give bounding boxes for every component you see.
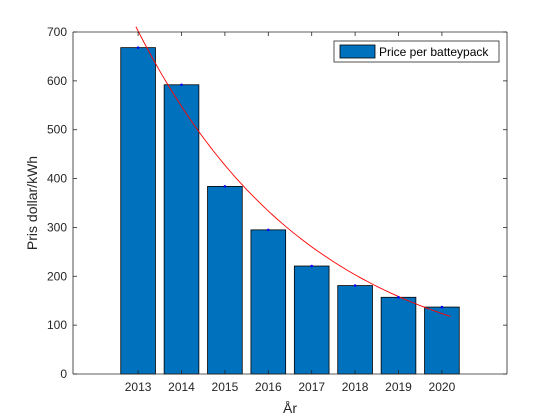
marker-layer: [136, 46, 444, 309]
legend: Price per batteypack: [333, 40, 500, 63]
bar-2015: [207, 185, 243, 375]
bar-2020: [424, 306, 460, 375]
data-marker-2013: [136, 46, 140, 49]
y-tick-label-700: 700: [47, 25, 67, 39]
y-tick-label-600: 600: [47, 74, 67, 88]
data-marker-2014: [180, 83, 183, 87]
bar-2016: [250, 229, 287, 375]
ticks-layer: 0 100 200 300 400 500 600 700 2013 2014 2015 2016 20…: [47, 25, 507, 394]
bar-2018: [337, 285, 373, 375]
x-tick-label-2013: 2013: [125, 380, 152, 394]
y-tick-label-100: 100: [47, 318, 67, 332]
data-marker-2019: [397, 295, 400, 299]
data-marker-2017: [310, 264, 314, 268]
data-marker-2020: [440, 305, 444, 309]
x-tick-label-2019: 2019: [385, 380, 412, 394]
y-tick-label-200: 200: [47, 269, 67, 283]
data-marker-2018: [353, 284, 357, 287]
bar-2014: [163, 84, 200, 375]
y-tick-label-400: 400: [47, 172, 67, 186]
x-tick-label-2015: 2015: [212, 380, 239, 394]
x-tick-label-2016: 2016: [255, 380, 282, 394]
y-tick-label-300: 300: [47, 220, 67, 234]
x-tick-label-2017: 2017: [298, 380, 325, 394]
data-marker-2016: [267, 228, 270, 232]
y-axis-title: Pris dollar/kWh: [24, 156, 40, 250]
bar-2017: [293, 265, 330, 375]
x-axis-title: År: [283, 400, 297, 416]
data-marker-2015: [223, 185, 227, 188]
x-tick-label-2018: 2018: [342, 380, 369, 394]
bar-2019: [380, 296, 417, 375]
legend-label: Price per batteypack: [379, 45, 489, 59]
bar-2013: [120, 47, 156, 375]
y-tick-label-0: 0: [60, 367, 67, 381]
y-tick-label-500: 500: [47, 123, 67, 137]
axes-layer: [72, 31, 508, 375]
x-tick-label-2020: 2020: [429, 380, 456, 394]
x-tick-label-2014: 2014: [168, 380, 195, 394]
legend-swatch: [339, 44, 376, 59]
